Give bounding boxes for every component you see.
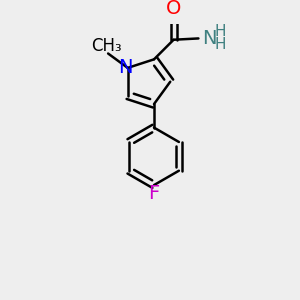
Text: H: H [215, 38, 226, 52]
Text: CH₃: CH₃ [92, 37, 122, 55]
Text: H: H [215, 24, 226, 39]
Text: N: N [118, 58, 133, 77]
Text: O: O [166, 0, 181, 18]
Text: F: F [148, 184, 160, 203]
Text: N: N [202, 29, 216, 48]
